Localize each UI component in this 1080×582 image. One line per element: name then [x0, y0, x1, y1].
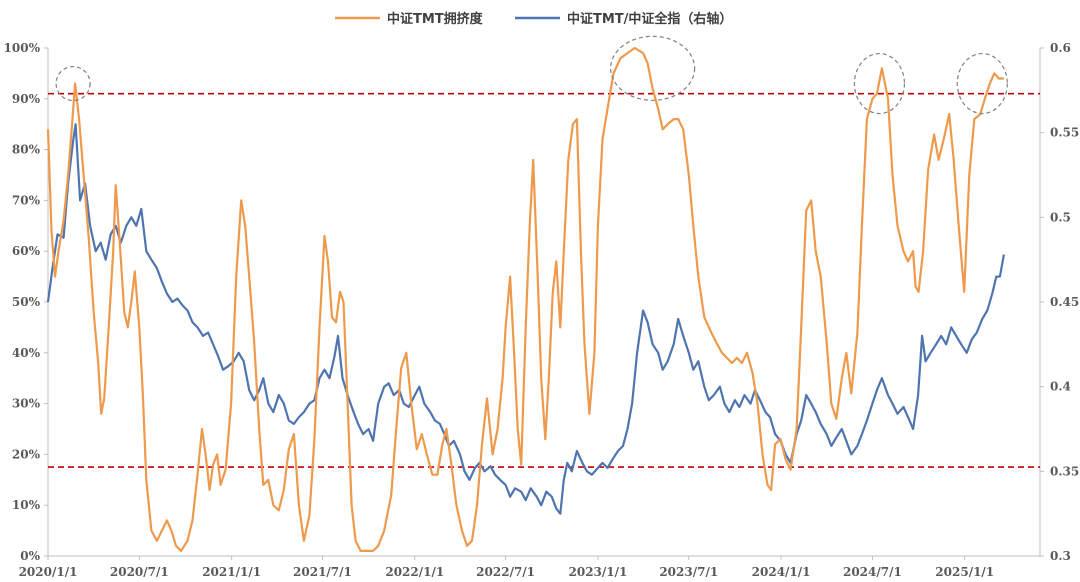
- axes: 0% 10% 20% 30% 40% 50% 60% 70% 80% 90% 100% 0.3 0.35…: [4, 41, 1080, 579]
- y-left-tick-label: 50%: [12, 295, 41, 309]
- y-right-tick-label: 0.5: [1050, 210, 1071, 224]
- x-tick-label: 2020/7/1: [110, 565, 169, 579]
- y-right-tick-label: 0.6: [1050, 41, 1071, 55]
- y-left-tick-label: 60%: [12, 244, 41, 258]
- y-left-tick-label: 10%: [12, 498, 41, 512]
- x-tick-label: 2025/1/1: [935, 565, 994, 579]
- series-line-ratio: [46, 123, 1005, 515]
- x-tick-label: 2021/1/1: [202, 565, 261, 579]
- series-line-crowding: [46, 46, 1004, 552]
- y-left-tick-label: 20%: [12, 447, 41, 461]
- x-tick-label: 2024/7/1: [843, 565, 902, 579]
- y-right-tick-label: 0.55: [1050, 126, 1079, 140]
- highlight-circle: [610, 35, 696, 101]
- y-left-tick-label: 80%: [12, 143, 41, 157]
- x-tick-label: 2021/7/1: [293, 565, 352, 579]
- x-tick-label: 2023/7/1: [659, 565, 718, 579]
- y-left-tick-label: 100%: [4, 41, 41, 55]
- y-right-tick-label: 0.3: [1050, 549, 1071, 563]
- y-left-tick-label: 70%: [12, 193, 41, 207]
- y-left-tick-label: 30%: [12, 397, 41, 411]
- highlight-circle: [853, 52, 906, 115]
- x-tick-label: 2023/1/1: [569, 565, 628, 579]
- y-right-tick-label: 0.45: [1050, 295, 1079, 309]
- legend: 中证TMT拥挤度 中证TMT/中证全指（右轴）: [335, 11, 732, 27]
- x-tick-label: 2022/1/1: [385, 565, 444, 579]
- highlight-circles: [55, 35, 1008, 115]
- highlight-circle: [55, 65, 91, 102]
- x-tick-label: 2024/1/1: [752, 565, 811, 579]
- y-right-tick-label: 0.35: [1050, 464, 1079, 478]
- x-tick-label: 2020/1/1: [19, 565, 78, 579]
- y-left-tick-label: 0%: [20, 549, 40, 563]
- y-left-tick-label: 40%: [12, 346, 41, 360]
- highlight-circle: [956, 52, 1008, 115]
- y-left-tick-label: 90%: [12, 92, 41, 106]
- legend-label-ratio: 中证TMT/中证全指（右轴）: [567, 11, 732, 27]
- legend-label-crowding: 中证TMT拥挤度: [387, 11, 484, 27]
- series-lines: [46, 46, 1005, 552]
- x-tick-label: 2022/7/1: [476, 565, 535, 579]
- y-right-tick-label: 0.4: [1050, 380, 1071, 394]
